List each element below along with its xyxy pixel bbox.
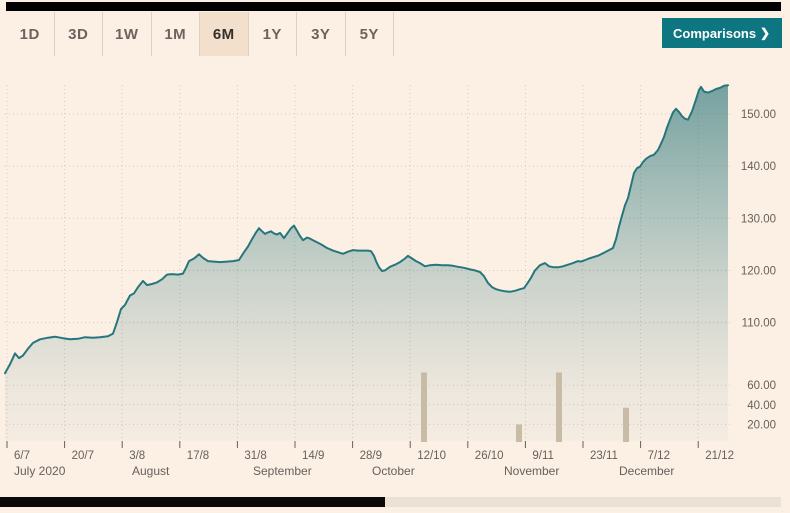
- range-button-1w[interactable]: 1W: [103, 12, 152, 56]
- svg-text:November: November: [504, 464, 559, 478]
- svg-text:120.00: 120.00: [741, 265, 776, 277]
- svg-text:130.00: 130.00: [741, 213, 776, 225]
- svg-text:140.00: 140.00: [741, 161, 776, 173]
- chart-scrollbar[interactable]: [0, 497, 781, 507]
- svg-text:July 2020: July 2020: [14, 464, 66, 478]
- range-button-1y[interactable]: 1Y: [249, 12, 297, 56]
- svg-text:31/8: 31/8: [244, 450, 266, 462]
- svg-text:August: August: [132, 464, 170, 478]
- svg-text:9/11: 9/11: [532, 450, 554, 462]
- svg-text:23/11: 23/11: [590, 450, 618, 462]
- svg-text:20/7: 20/7: [72, 450, 94, 462]
- svg-text:7/12: 7/12: [648, 450, 670, 462]
- comparisons-button[interactable]: Comparisons ❯: [662, 18, 782, 48]
- svg-text:110.00: 110.00: [742, 318, 776, 330]
- scrollbar-thumb[interactable]: [0, 497, 385, 507]
- y-axis-volume: 20.00 40.00 60.00: [747, 380, 776, 431]
- price-area-fill: [5, 85, 728, 442]
- svg-text:12/10: 12/10: [417, 450, 446, 462]
- x-axis: 6/7 20/7 3/8 17/8 31/8 14/9 28/9 12/10 26/10 9/11…: [6, 441, 734, 478]
- comparisons-label: Comparisons: [673, 25, 757, 41]
- svg-text:26/10: 26/10: [475, 450, 504, 462]
- time-range-toolbar: 1D 3D 1W 1M 6M 1Y 3Y 5Y: [6, 12, 394, 56]
- range-button-3y[interactable]: 3Y: [297, 12, 346, 56]
- range-button-5y[interactable]: 5Y: [346, 12, 394, 56]
- range-button-6m[interactable]: 6M: [200, 12, 249, 56]
- price-line: [4, 84, 729, 375]
- svg-text:21/12: 21/12: [705, 450, 734, 462]
- svg-text:14/9: 14/9: [302, 450, 324, 462]
- volume-bars: [421, 372, 629, 442]
- svg-text:150.00: 150.00: [741, 109, 776, 121]
- svg-text:6/7: 6/7: [14, 450, 30, 462]
- chevron-right-icon: ❯: [759, 26, 770, 40]
- svg-text:20.00: 20.00: [747, 419, 776, 431]
- svg-text:40.00: 40.00: [747, 400, 776, 412]
- svg-text:September: September: [253, 464, 312, 478]
- top-border-bar: [6, 2, 781, 11]
- svg-text:December: December: [619, 464, 674, 478]
- range-button-1d[interactable]: 1D: [6, 12, 55, 56]
- svg-text:60.00: 60.00: [747, 380, 776, 392]
- y-axis-price: 110.00 120.00 130.00 140.00 150.00: [741, 109, 776, 330]
- svg-text:17/8: 17/8: [187, 450, 209, 462]
- range-button-3d[interactable]: 3D: [55, 12, 103, 56]
- svg-text:October: October: [372, 464, 415, 478]
- svg-text:3/8: 3/8: [129, 450, 145, 462]
- range-button-1m[interactable]: 1M: [152, 12, 200, 56]
- svg-text:28/9: 28/9: [360, 450, 382, 462]
